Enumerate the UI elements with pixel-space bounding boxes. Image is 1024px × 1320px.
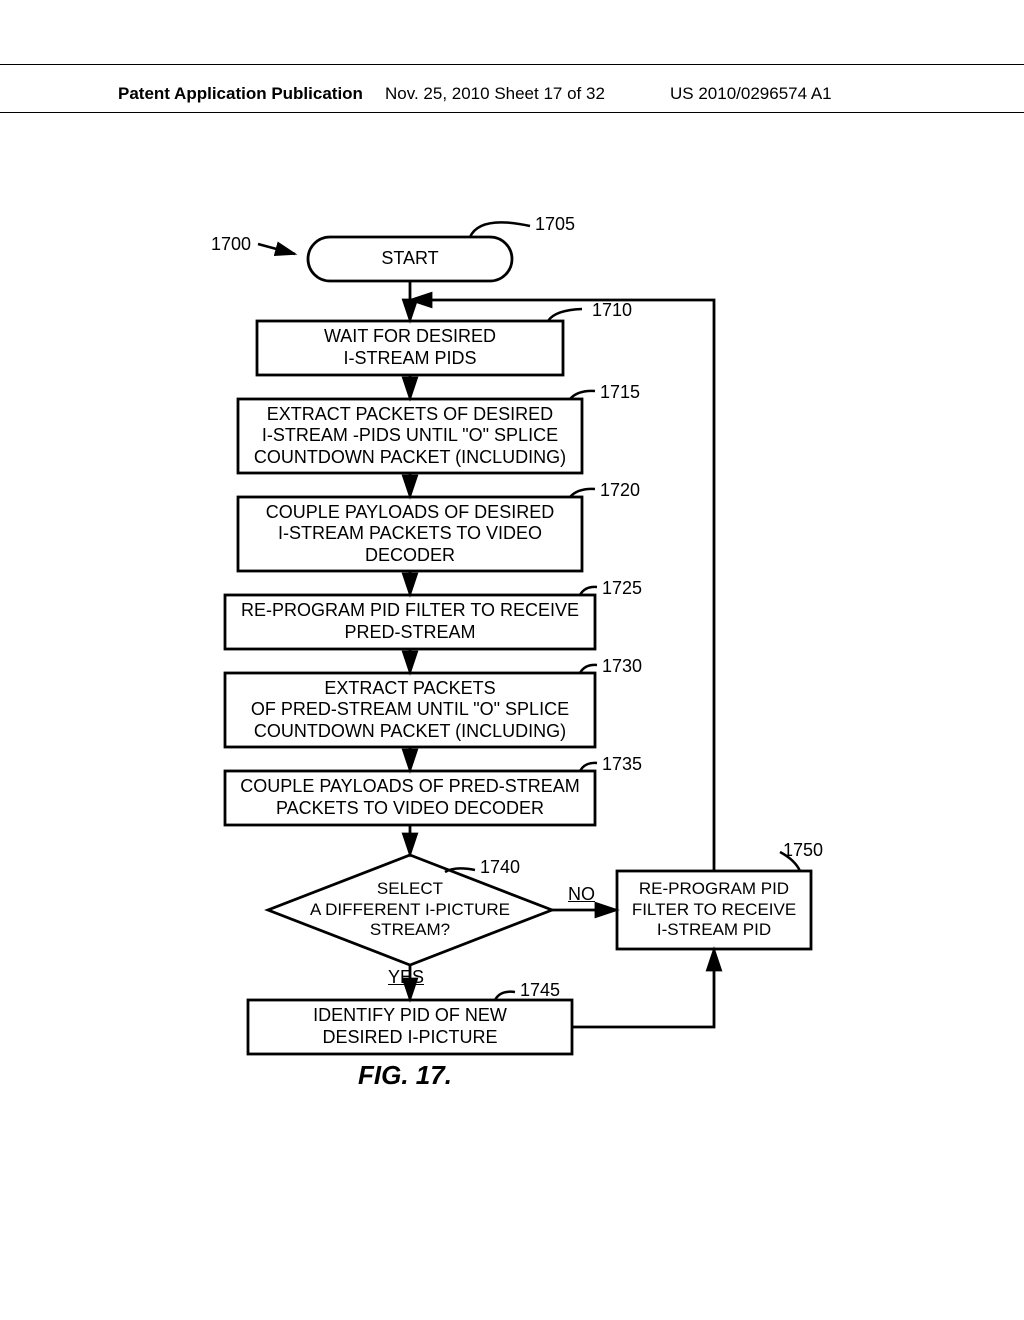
ref-1745: 1745	[520, 980, 560, 1001]
box-1710	[257, 321, 563, 375]
leader-1705	[470, 222, 530, 237]
ref-1725: 1725	[602, 578, 642, 599]
box-1735	[225, 771, 595, 825]
ref-1720: 1720	[600, 480, 640, 501]
ref-1750: 1750	[783, 840, 823, 861]
box-1750	[617, 871, 811, 949]
box-1745	[248, 1000, 572, 1054]
ref-1700: 1700	[211, 234, 251, 255]
figure-label: FIG. 17.	[358, 1060, 452, 1091]
ref-1735: 1735	[602, 754, 642, 775]
ref-1715: 1715	[600, 382, 640, 403]
box-1725	[225, 595, 595, 649]
ref-1730: 1730	[602, 656, 642, 677]
label-no: NO	[568, 884, 595, 905]
ref-1710: 1710	[592, 300, 632, 321]
page: Patent Application Publication Nov. 25, …	[0, 0, 1024, 1320]
start-node	[308, 237, 512, 281]
box-1715	[238, 399, 582, 473]
box-1720	[238, 497, 582, 571]
ref-1705: 1705	[535, 214, 575, 235]
arrow-1745-1750	[572, 949, 714, 1027]
leader-1710	[548, 309, 582, 321]
box-1730	[225, 673, 595, 747]
leader-1700	[258, 244, 295, 254]
flowchart-svg	[0, 0, 1024, 1320]
label-yes: YES	[388, 967, 424, 988]
arrow-1750-loop	[410, 300, 714, 871]
ref-1740: 1740	[480, 857, 520, 878]
